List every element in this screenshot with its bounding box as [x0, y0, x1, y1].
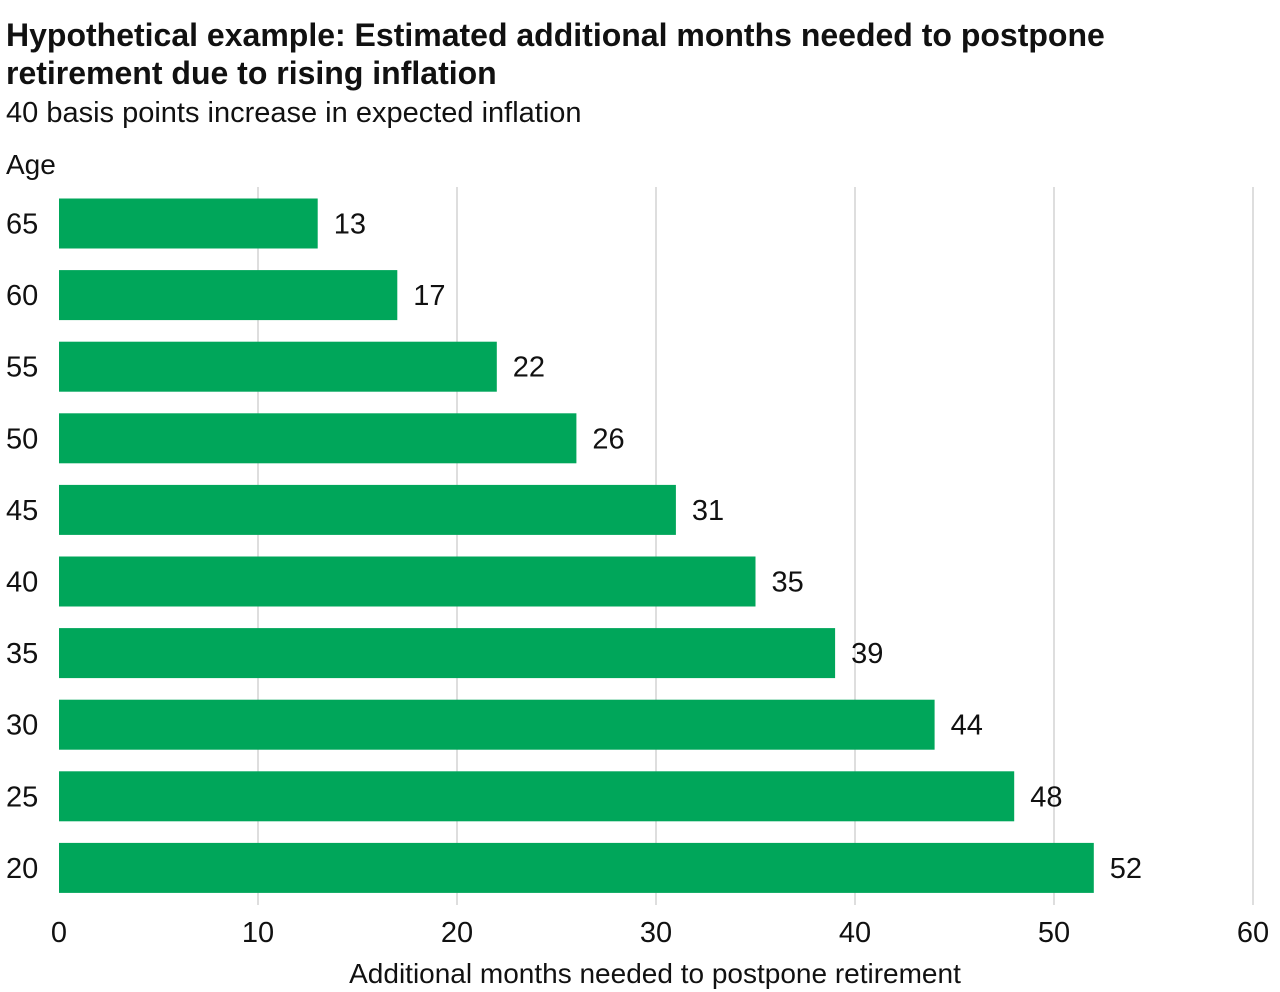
bar-value-label: 22	[513, 352, 545, 384]
y-tick-label: 50	[6, 423, 38, 455]
y-tick-label: 20	[6, 853, 38, 885]
bar	[59, 556, 756, 607]
y-tick-label: 65	[6, 209, 38, 241]
y-tick-label: 30	[6, 710, 38, 742]
bar-value-label: 31	[692, 495, 724, 527]
bar	[59, 628, 836, 679]
bar-value-label: 13	[334, 209, 366, 241]
bars	[59, 198, 1094, 893]
bar	[59, 771, 1015, 822]
bar	[59, 842, 1094, 893]
x-tick-label: 30	[640, 917, 672, 949]
y-tick-label: 35	[6, 638, 38, 670]
y-tick-label: 55	[6, 352, 38, 384]
x-tick-label: 10	[242, 917, 274, 949]
bar-value-label: 48	[1030, 781, 1062, 813]
bar-value-label: 35	[772, 567, 804, 599]
y-tick-label: 60	[6, 280, 38, 312]
x-tick-labels: 0 10 20 30 40 50 60	[51, 917, 1269, 949]
x-axis-label: Additional months needed to postpone ret…	[349, 958, 961, 989]
bar	[59, 270, 398, 321]
y-tick-label: 40	[6, 567, 38, 599]
y-tick-labels: 65 60 55 50 45 40 35 30 25 20	[6, 209, 38, 885]
bar-value-label: 39	[851, 638, 883, 670]
y-tick-label: 45	[6, 495, 38, 527]
bar	[59, 413, 577, 464]
bar	[59, 198, 318, 249]
x-tick-label: 20	[441, 917, 473, 949]
y-axis-label: Age	[6, 149, 56, 180]
x-tick-label: 0	[51, 917, 67, 949]
chart-title-line-2: retirement due to rising inflation	[6, 55, 497, 91]
bar	[59, 341, 497, 392]
bar	[59, 699, 935, 750]
chart-title-line-1: Hypothetical example: Estimated addition…	[6, 17, 1105, 53]
bar-value-label: 17	[413, 280, 445, 312]
x-tick-label: 40	[839, 917, 871, 949]
chart-subtitle: 40 basis points increase in expected inf…	[6, 97, 582, 129]
y-tick-label: 25	[6, 781, 38, 813]
x-tick-label: 50	[1038, 917, 1070, 949]
bar	[59, 484, 676, 535]
bar-value-label: 26	[592, 423, 624, 455]
x-tick-label: 60	[1237, 917, 1269, 949]
bar-value-label: 44	[951, 710, 983, 742]
data-labels: 13 17 22 26 31 35 39 44 48 52	[334, 209, 1142, 885]
bar-value-label: 52	[1110, 853, 1142, 885]
